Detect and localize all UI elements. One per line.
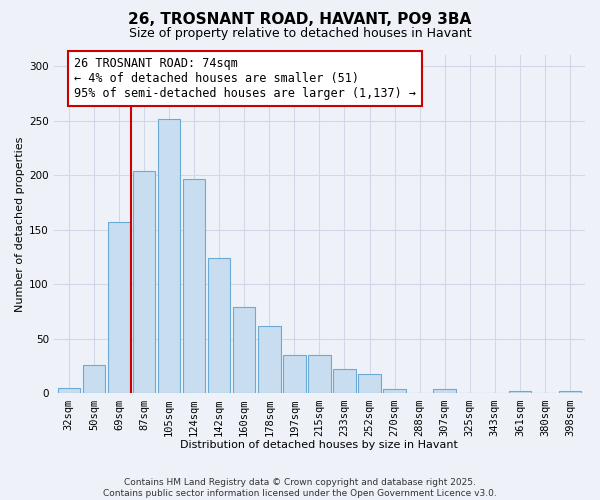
- Bar: [58, 388, 80, 394]
- Bar: [559, 392, 581, 394]
- Y-axis label: Number of detached properties: Number of detached properties: [15, 136, 25, 312]
- Bar: [133, 170, 155, 394]
- Bar: [258, 326, 281, 394]
- Bar: [83, 365, 105, 394]
- Bar: [183, 180, 205, 394]
- Bar: [383, 389, 406, 394]
- Bar: [208, 258, 230, 394]
- Bar: [433, 389, 456, 394]
- Bar: [308, 356, 331, 394]
- Bar: [509, 392, 531, 394]
- Text: Contains HM Land Registry data © Crown copyright and database right 2025.
Contai: Contains HM Land Registry data © Crown c…: [103, 478, 497, 498]
- Bar: [333, 370, 356, 394]
- Bar: [283, 356, 305, 394]
- Bar: [107, 222, 130, 394]
- X-axis label: Distribution of detached houses by size in Havant: Distribution of detached houses by size …: [181, 440, 458, 450]
- Text: 26 TROSNANT ROAD: 74sqm
← 4% of detached houses are smaller (51)
95% of semi-det: 26 TROSNANT ROAD: 74sqm ← 4% of detached…: [74, 57, 416, 100]
- Bar: [358, 374, 381, 394]
- Bar: [158, 120, 181, 394]
- Text: 26, TROSNANT ROAD, HAVANT, PO9 3BA: 26, TROSNANT ROAD, HAVANT, PO9 3BA: [128, 12, 472, 28]
- Bar: [233, 307, 256, 394]
- Text: Size of property relative to detached houses in Havant: Size of property relative to detached ho…: [128, 28, 472, 40]
